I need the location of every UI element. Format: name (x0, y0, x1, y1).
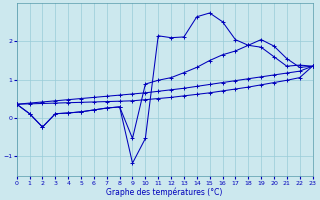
X-axis label: Graphe des températures (°C): Graphe des températures (°C) (107, 187, 223, 197)
